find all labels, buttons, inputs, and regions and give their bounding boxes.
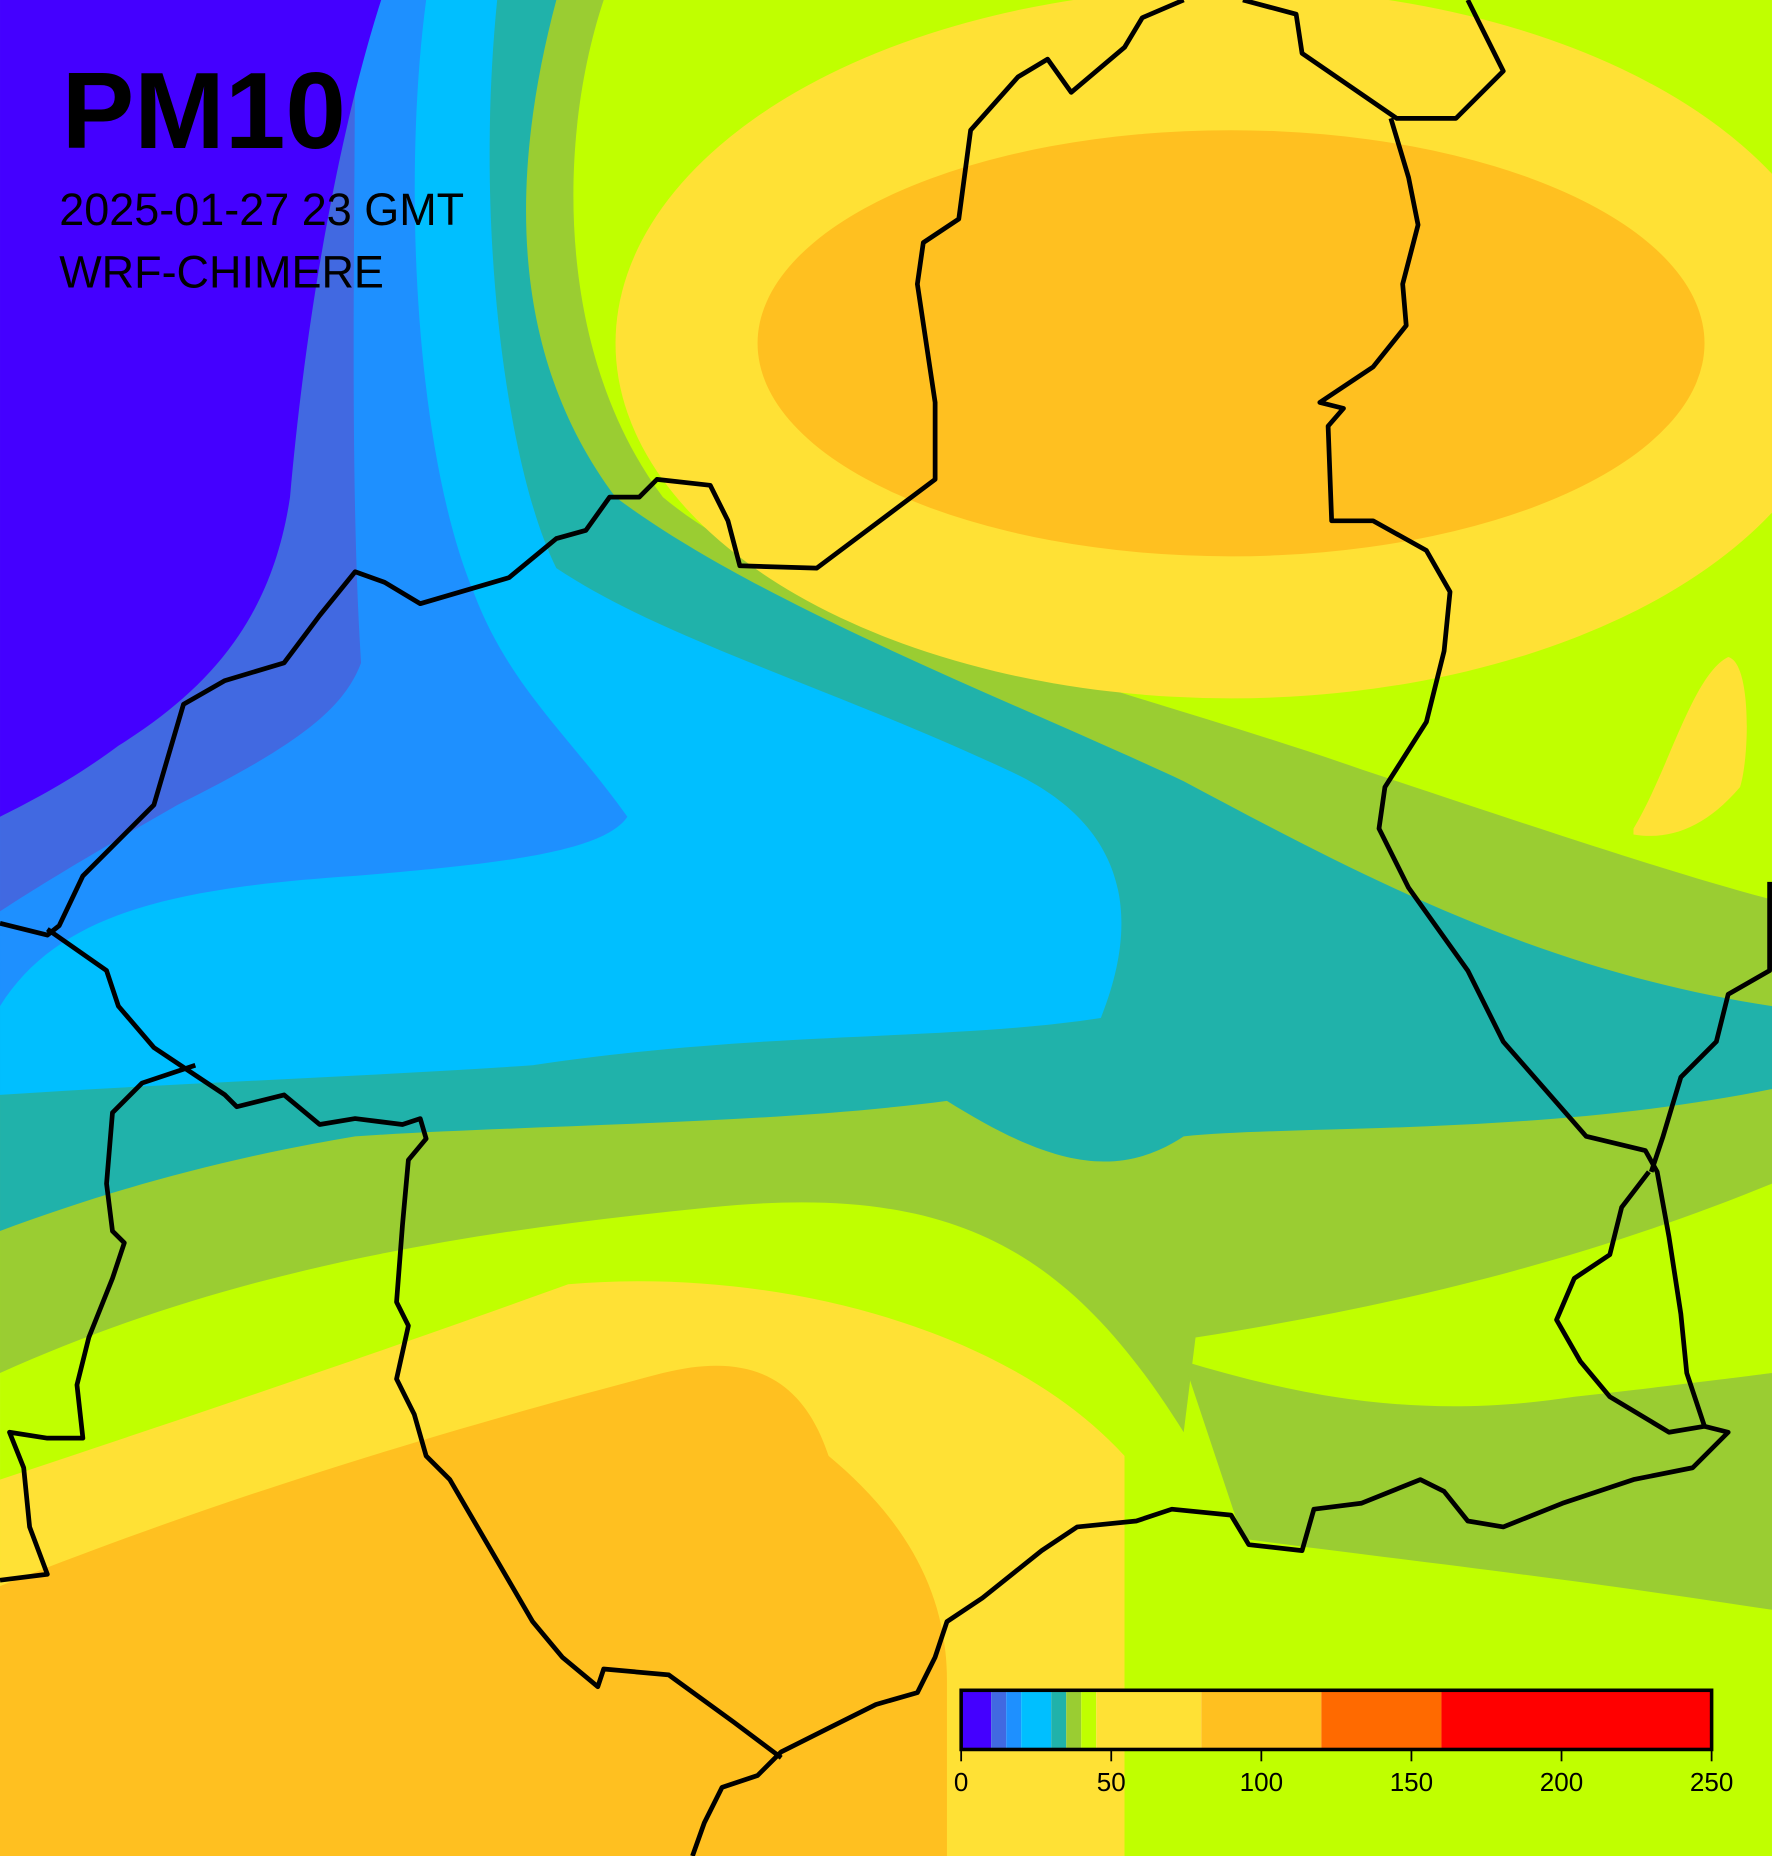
colorbar-segment <box>1321 1690 1442 1750</box>
field-band <box>1633 656 1747 836</box>
map-title: PM10 <box>62 50 346 172</box>
field-band <box>0 1365 947 1856</box>
colorbar-segment <box>1066 1690 1082 1750</box>
map-subtitle: 2025-01-27 23 GMT <box>59 184 464 235</box>
colorbar-segment <box>1096 1690 1202 1750</box>
border <box>1242 0 1506 121</box>
colorbar: 0 50 100 150 200 250 <box>954 1688 1733 1797</box>
colorbar-segment <box>991 1690 1007 1750</box>
colorbar-segment <box>1051 1690 1067 1750</box>
colorbar-segment <box>1081 1690 1097 1750</box>
border <box>46 927 783 1760</box>
border <box>0 1063 197 1583</box>
colorbar-segment <box>1006 1690 1022 1750</box>
colorbar-tick-label: 0 <box>954 1767 968 1797</box>
colorbar-tick-label: 100 <box>1240 1767 1283 1797</box>
colorbar-segment <box>1021 1690 1052 1750</box>
border <box>1554 881 1772 1435</box>
colorbar-segment <box>1441 1690 1712 1750</box>
colorbar-tick-label: 150 <box>1390 1767 1433 1797</box>
colorbar-segment <box>1201 1690 1322 1750</box>
field-band <box>757 130 1705 557</box>
field-band <box>0 0 382 817</box>
colorbar-frame <box>959 1688 1714 1752</box>
border <box>690 117 1731 1856</box>
border <box>0 0 1185 938</box>
map-model: WRF-CHIMERE <box>59 247 384 298</box>
colorbar-tick-label: 250 <box>1690 1767 1733 1797</box>
colorbar-tick-label: 200 <box>1540 1767 1583 1797</box>
colorbar-tick-label: 50 <box>1097 1767 1126 1797</box>
colorbar-segment <box>961 1690 992 1750</box>
field-band <box>1183 1361 1772 1610</box>
